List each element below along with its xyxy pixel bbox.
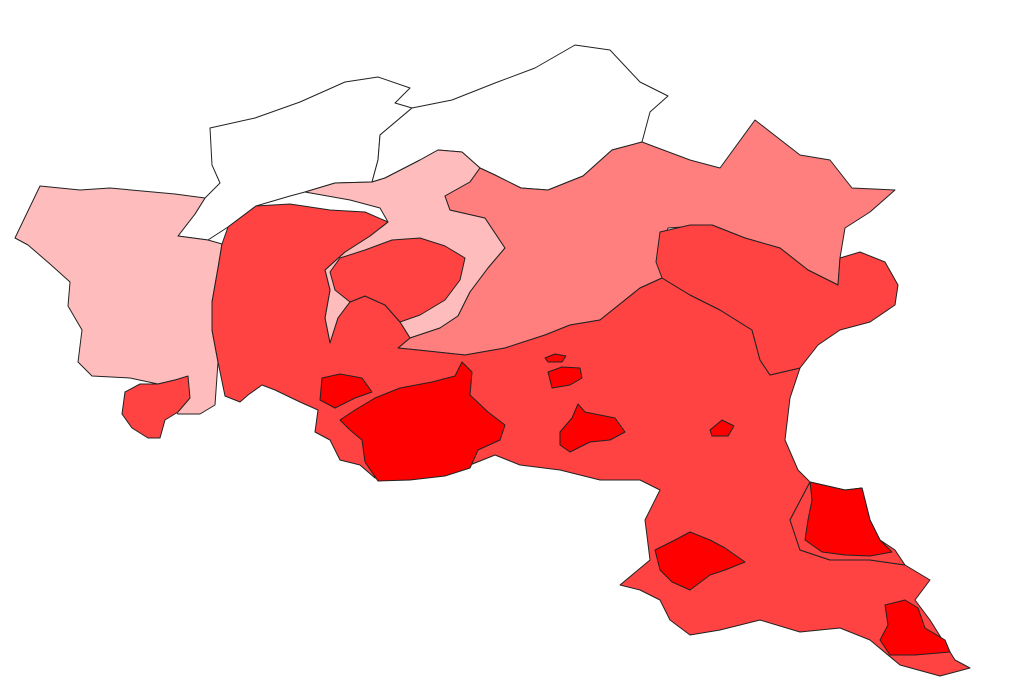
region-city-mid[interactable] [559, 403, 626, 453]
region-city-south[interactable] [654, 531, 746, 591]
region-inlet-north[interactable] [329, 237, 466, 323]
region-south-west-pocket[interactable] [121, 375, 191, 439]
region-city-southeast[interactable] [804, 481, 893, 557]
region-enclave-3[interactable] [709, 419, 735, 437]
region-city-center[interactable] [339, 361, 506, 482]
region-city-west[interactable] [319, 373, 373, 409]
region-enclave-2[interactable] [544, 353, 567, 363]
region-enclave-1[interactable] [547, 366, 583, 389]
region-city-far-southeast[interactable] [879, 599, 951, 656]
region-far-east[interactable] [655, 224, 899, 376]
region-west[interactable] [14, 185, 223, 415]
